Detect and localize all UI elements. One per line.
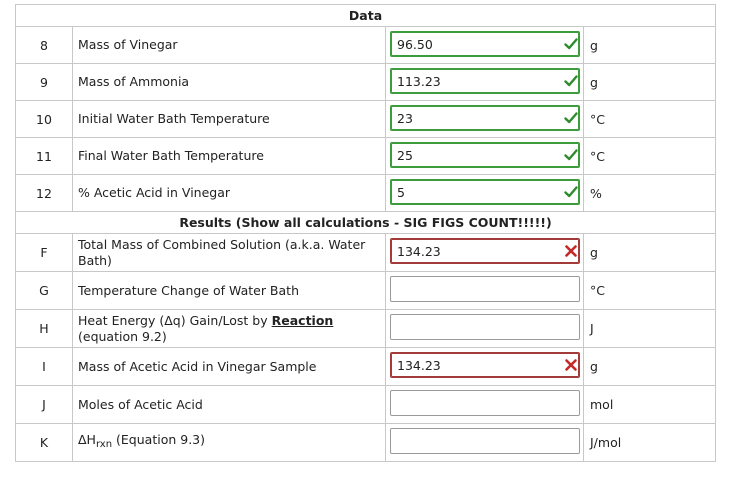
- unit-label: g: [582, 63, 717, 101]
- table-row: 8 Mass of Vinegar g: [15, 26, 717, 64]
- row-label: Moles of Acetic Acid: [72, 385, 386, 424]
- row-number: 12: [15, 174, 73, 212]
- check-icon: [564, 186, 578, 198]
- row-number: 8: [15, 26, 73, 64]
- row-number: K: [15, 423, 73, 462]
- check-icon: [564, 112, 578, 124]
- x-icon: [565, 359, 577, 371]
- table-row: 9 Mass of Ammonia g: [15, 63, 717, 101]
- unit-label: g: [582, 26, 717, 64]
- label-subscript: rxn: [95, 439, 113, 450]
- label-emphasis: Reaction: [271, 312, 334, 328]
- unit-label: g: [582, 347, 717, 386]
- table-row: H Heat Energy (Δq) Gain/Lost by Reaction…: [15, 309, 717, 348]
- label-text: (equation 9.2): [78, 328, 167, 344]
- check-icon: [564, 149, 578, 161]
- percent-acetic-acid-input[interactable]: [390, 179, 580, 205]
- row-label: % Acetic Acid in Vinegar: [72, 174, 386, 212]
- final-temperature-input[interactable]: [390, 142, 580, 168]
- row-label: Mass of Vinegar: [72, 26, 386, 64]
- table-row: 10 Initial Water Bath Temperature °C: [15, 100, 717, 138]
- row-label: Total Mass of Combined Solution (a.k.a. …: [72, 233, 386, 272]
- check-icon: [564, 75, 578, 87]
- unit-label: J: [582, 309, 717, 348]
- mass-acetic-acid-input[interactable]: [390, 352, 580, 378]
- results-header: Results (Show all calculations - SIG FIG…: [14, 211, 717, 234]
- initial-temperature-input[interactable]: [390, 105, 580, 131]
- lab-data-table: Data 8 Mass of Vinegar g 9 Mass of Ammon…: [14, 4, 717, 462]
- table-row: K ΔHrxn (Equation 9.3) J/mol: [15, 423, 717, 462]
- unit-label: mol: [582, 385, 717, 424]
- unit-label: g: [582, 233, 717, 272]
- label-text: (Equation 9.3): [112, 432, 206, 447]
- row-label: Mass of Ammonia: [72, 63, 386, 101]
- table-row: F Total Mass of Combined Solution (a.k.a…: [15, 233, 717, 272]
- table-row: 12 % Acetic Acid in Vinegar %: [15, 174, 717, 212]
- check-icon: [564, 38, 578, 50]
- unit-label: %: [582, 174, 717, 212]
- results-header-row: Results (Show all calculations - SIG FIG…: [14, 211, 717, 234]
- unit-label: °C: [582, 271, 717, 310]
- row-label: Mass of Acetic Acid in Vinegar Sample: [72, 347, 386, 386]
- table-row: J Moles of Acetic Acid mol: [15, 385, 717, 424]
- row-number: 9: [15, 63, 73, 101]
- unit-label: J/mol: [582, 423, 717, 462]
- mass-of-vinegar-input[interactable]: [390, 31, 580, 57]
- unit-label: °C: [582, 137, 717, 175]
- label-text: ΔH: [78, 432, 96, 447]
- row-label: Initial Water Bath Temperature: [72, 100, 386, 138]
- total-mass-input[interactable]: [390, 238, 580, 264]
- row-number: H: [15, 309, 73, 348]
- row-label: Final Water Bath Temperature: [72, 137, 386, 175]
- table-row: G Temperature Change of Water Bath °C: [15, 271, 717, 310]
- enthalpy-rxn-input[interactable]: [390, 428, 580, 454]
- row-label: Heat Energy (Δq) Gain/Lost by Reaction (e…: [72, 309, 386, 348]
- row-number: I: [15, 347, 73, 386]
- data-header-row: Data: [14, 4, 717, 27]
- label-text: Heat Energy (Δq) Gain/Lost by: [78, 312, 272, 328]
- unit-label: °C: [582, 100, 717, 138]
- table-row: 11 Final Water Bath Temperature °C: [15, 137, 717, 175]
- mass-of-ammonia-input[interactable]: [390, 68, 580, 94]
- table-row: I Mass of Acetic Acid in Vinegar Sample …: [15, 347, 717, 386]
- row-label: ΔHrxn (Equation 9.3): [72, 423, 386, 462]
- x-icon: [565, 245, 577, 257]
- temperature-change-input[interactable]: [390, 276, 580, 302]
- data-header: Data: [14, 4, 717, 27]
- row-number: J: [15, 385, 73, 424]
- row-number: 10: [15, 100, 73, 138]
- row-number: F: [15, 233, 73, 272]
- row-number: G: [15, 271, 73, 310]
- row-number: 11: [15, 137, 73, 175]
- moles-acetic-acid-input[interactable]: [390, 390, 580, 416]
- row-label: Temperature Change of Water Bath: [72, 271, 386, 310]
- heat-energy-input[interactable]: [390, 314, 580, 340]
